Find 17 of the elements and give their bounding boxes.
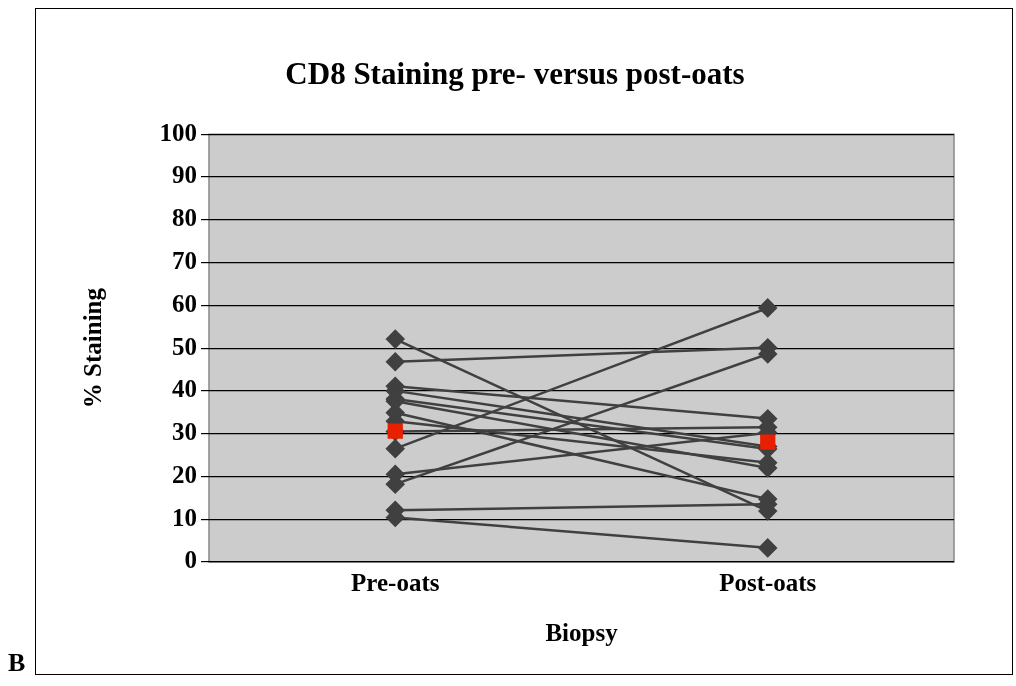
y-tick-label: 30 bbox=[172, 418, 197, 446]
x-tick-label: Pre-oats bbox=[351, 569, 440, 597]
y-tick-label: 90 bbox=[172, 161, 197, 189]
y-tick-label: 0 bbox=[184, 546, 197, 574]
y-tick-label: 40 bbox=[172, 375, 197, 403]
y-tick-label: 70 bbox=[172, 246, 197, 274]
y-tick-label: 10 bbox=[172, 503, 197, 531]
x-tick-label: Post-oats bbox=[719, 569, 817, 597]
text: B bbox=[8, 648, 26, 678]
chart-title: CD8 Staining pre- versus post-oats bbox=[285, 55, 745, 91]
y-axis-title: % Staining bbox=[79, 287, 107, 409]
y-tick-label: 80 bbox=[172, 204, 197, 232]
y-tick-label: 20 bbox=[172, 460, 197, 488]
y-tick-label: 100 bbox=[159, 118, 197, 146]
x-axis-title: Biopsy bbox=[545, 619, 619, 647]
y-tick-label: 50 bbox=[172, 332, 197, 360]
y-tick-label: 60 bbox=[172, 289, 197, 317]
